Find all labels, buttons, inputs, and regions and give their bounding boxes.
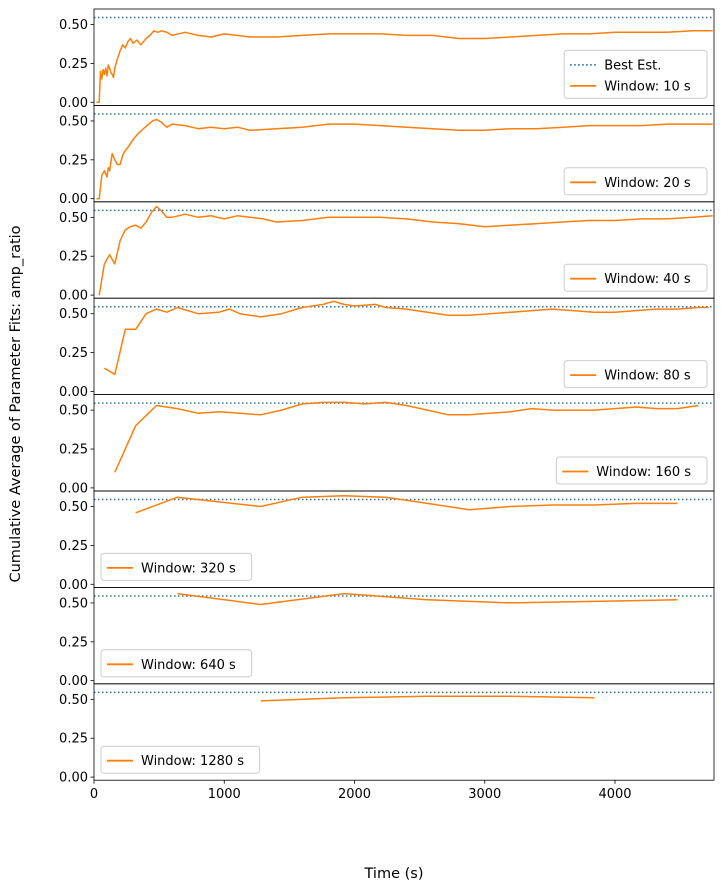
- y-tick-label: 0.00: [59, 771, 88, 786]
- panel: 0.00 0.25 0.50 Best Est. Window: 10 s: [59, 8, 715, 111]
- y-tick-label: 0.00: [59, 96, 88, 111]
- series-line: [114, 401, 699, 473]
- y-tick-label: 0.00: [59, 192, 88, 207]
- legend-window-label: Window: 640 s: [141, 658, 236, 673]
- legend: Window: 40 s: [563, 263, 708, 292]
- y-tick-label: 0.00: [59, 578, 88, 593]
- panel: 0.00 0.25 0.50 Window: 1280 s 0 1000 2000 3000 4…: [59, 683, 715, 802]
- y-tick-label: 0.00: [59, 674, 88, 689]
- series-line: [98, 205, 713, 296]
- legend-box: [100, 552, 253, 581]
- axes-frame: [93, 683, 715, 781]
- y-tick-label: 0.50: [59, 114, 88, 129]
- y-tick-label: 0.50: [59, 211, 88, 226]
- y-tick-label: 0.50: [59, 596, 88, 611]
- legend: Window: 320 s: [100, 552, 253, 581]
- y-tick-label: 0.25: [59, 57, 88, 72]
- panel: 0.00 0.25 0.50 Window: 160 s: [59, 394, 715, 496]
- y-tick-label: 0.50: [59, 500, 88, 515]
- panels: 0.00 0.25 0.50 Best Est. Window: 10 s 0.00 0.2…: [59, 8, 715, 802]
- panel: 0.00 0.25 0.50 Window: 20 s: [59, 105, 715, 207]
- y-tick-label: 0.25: [59, 635, 88, 650]
- y-axis-label: Cumulative Average of Parameter Fits: am…: [8, 225, 24, 582]
- series-line: [104, 300, 709, 376]
- series-line: [96, 30, 713, 104]
- legend: Window: 20 s: [563, 167, 708, 196]
- x-tick-label: 0: [90, 787, 98, 802]
- legend-window-label: Window: 40 s: [604, 272, 691, 287]
- series-line: [177, 592, 678, 606]
- legend-box: [563, 263, 708, 292]
- y-tick-label: 0.00: [59, 289, 88, 304]
- x-tick-label: 2000: [338, 787, 371, 802]
- y-tick-label: 0.00: [59, 385, 88, 400]
- legend-window-label: Window: 20 s: [604, 176, 691, 191]
- y-tick-label: 0.25: [59, 250, 88, 265]
- y-tick-label: 0.00: [59, 481, 88, 496]
- legend-window-label: Window: 80 s: [604, 369, 691, 384]
- x-axis-label: Time (s): [364, 866, 424, 882]
- legend: Window: 80 s: [563, 360, 708, 389]
- y-tick-label: 0.50: [59, 307, 88, 322]
- panel: 0.00 0.25 0.50 Window: 40 s: [59, 201, 715, 304]
- legend-box: [563, 167, 708, 196]
- y-tick-label: 0.50: [59, 404, 88, 419]
- panel: 0.00 0.25 0.50 Window: 320 s: [59, 490, 715, 593]
- legend-window-label: Window: 1280 s: [141, 754, 244, 769]
- panel: 0.00 0.25 0.50 Window: 80 s: [59, 297, 715, 400]
- x-tick-label: 3000: [468, 787, 501, 802]
- legend-best-estimate-label: Best Est.: [604, 58, 661, 73]
- y-tick-label: 0.25: [59, 443, 88, 458]
- legend-box: [100, 745, 261, 774]
- x-tick-label: 1000: [208, 787, 241, 802]
- legend-window-label: Window: 10 s: [604, 79, 691, 94]
- legend: Window: 1280 s: [100, 745, 261, 774]
- x-tick-label: 4000: [598, 787, 631, 802]
- series-line: [96, 118, 713, 200]
- y-tick-label: 0.25: [59, 732, 88, 747]
- y-tick-label: 0.25: [59, 539, 88, 554]
- legend: Best Est. Window: 10 s: [563, 49, 708, 99]
- legend: Window: 160 s: [555, 456, 708, 485]
- series-line: [135, 494, 678, 514]
- y-tick-label: 0.25: [59, 153, 88, 168]
- y-tick-label: 0.50: [59, 693, 88, 708]
- legend: Window: 640 s: [100, 649, 253, 678]
- y-tick-label: 0.50: [59, 18, 88, 33]
- legend-window-label: Window: 320 s: [141, 561, 236, 576]
- series-line: [260, 695, 595, 702]
- legend-box: [100, 649, 253, 678]
- legend-box: [563, 360, 708, 389]
- panel: 0.00 0.25 0.50 Window: 640 s: [59, 587, 715, 689]
- legend-box: [555, 456, 708, 485]
- legend-window-label: Window: 160 s: [596, 465, 691, 480]
- legend-box: [563, 49, 708, 99]
- y-tick-label: 0.25: [59, 346, 88, 361]
